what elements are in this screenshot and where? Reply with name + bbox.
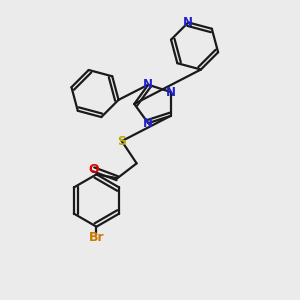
Text: S: S: [117, 135, 126, 148]
Text: O: O: [88, 163, 99, 176]
Text: Br: Br: [89, 232, 104, 244]
Text: N: N: [143, 117, 153, 130]
Text: N: N: [183, 16, 193, 29]
Text: N: N: [166, 85, 176, 99]
Text: N: N: [143, 78, 153, 91]
